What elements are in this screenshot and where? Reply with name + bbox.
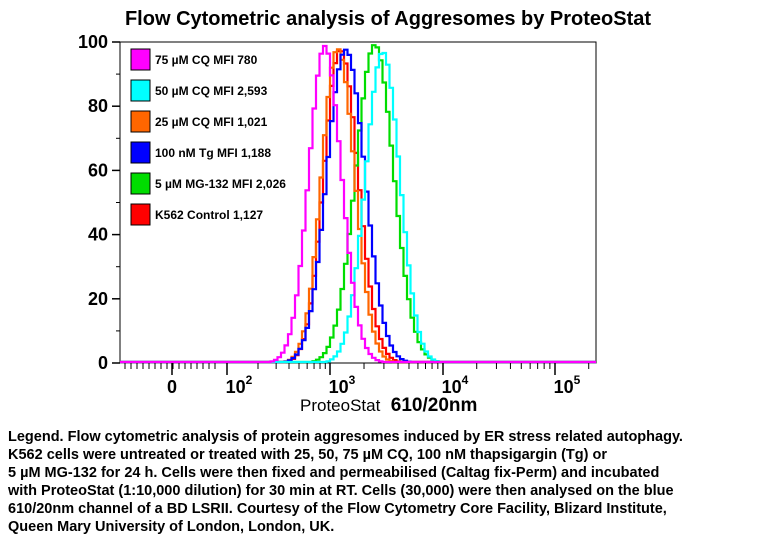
caption-line: K562 cells were untreated or treated wit… <box>8 447 607 463</box>
legend-label: 100 nM Tg MFI 1,188 <box>155 146 271 160</box>
caption-line: 5 µM MG-132 for 24 h. Cells were then fi… <box>8 465 660 481</box>
legend: 75 µM CQ MFI 780 50 µM CQ MFI 2,593 25 µM … <box>130 48 286 226</box>
legend-label: 25 µM CQ MFI 1,021 <box>155 115 268 129</box>
legend-label: 75 µM CQ MFI 780 <box>155 53 258 67</box>
x-axis-label-suffix: 610/20nm <box>391 395 478 416</box>
y-tick-label: 40 <box>88 225 108 245</box>
legend-swatch <box>130 79 151 102</box>
caption-line: Legend. Flow cytometric analysis of prot… <box>8 429 683 445</box>
legend-label: 50 µM CQ MFI 2,593 <box>155 84 268 98</box>
legend-swatch <box>130 110 151 133</box>
caption-line: Queen Mary University of London, London,… <box>8 519 335 535</box>
legend-swatch <box>130 141 151 164</box>
x-axis-label-prefix: ProteoStat <box>300 396 381 415</box>
x-tick-label: 105 <box>554 373 581 397</box>
series-layer <box>120 44 596 364</box>
y-axis: 0 20 40 60 80 100 <box>78 32 120 373</box>
y-tick-label: 100 <box>78 32 108 52</box>
histogram-chart: 0 20 40 60 80 100 0 102 103 104 105 75 µM CQ MFI … <box>78 32 597 416</box>
y-tick-label: 20 <box>88 289 108 309</box>
y-tick-label: 60 <box>88 160 108 180</box>
y-tick-label: 80 <box>88 96 108 116</box>
x-tick-label: 0 <box>167 377 177 397</box>
histogram-series <box>120 44 596 364</box>
legend-label: K562 Control 1,127 <box>155 208 263 222</box>
x-axis: 0 102 103 104 105 <box>124 363 590 397</box>
x-tick-label: 102 <box>226 373 253 397</box>
y-tick-label: 0 <box>98 353 108 373</box>
legend-swatch <box>130 172 151 195</box>
x-axis-label: ProteoStat 610/20nm <box>300 395 477 416</box>
x-tick-label: 104 <box>442 373 469 397</box>
caption-line: with ProteoStat (1:10,000 dilution) for … <box>8 483 674 499</box>
legend-swatch <box>130 203 151 226</box>
legend-swatch <box>130 48 151 71</box>
legend-label: 5 µM MG-132 MFI 2,026 <box>155 177 286 191</box>
figure-caption: Legend. Flow cytometric analysis of prot… <box>8 428 768 536</box>
caption-line: 610/20nm channel of a BD LSRII. Courtesy… <box>8 501 667 517</box>
x-tick-label: 103 <box>329 373 356 397</box>
chart-title: Flow Cytometric analysis of Aggresomes b… <box>124 8 652 30</box>
